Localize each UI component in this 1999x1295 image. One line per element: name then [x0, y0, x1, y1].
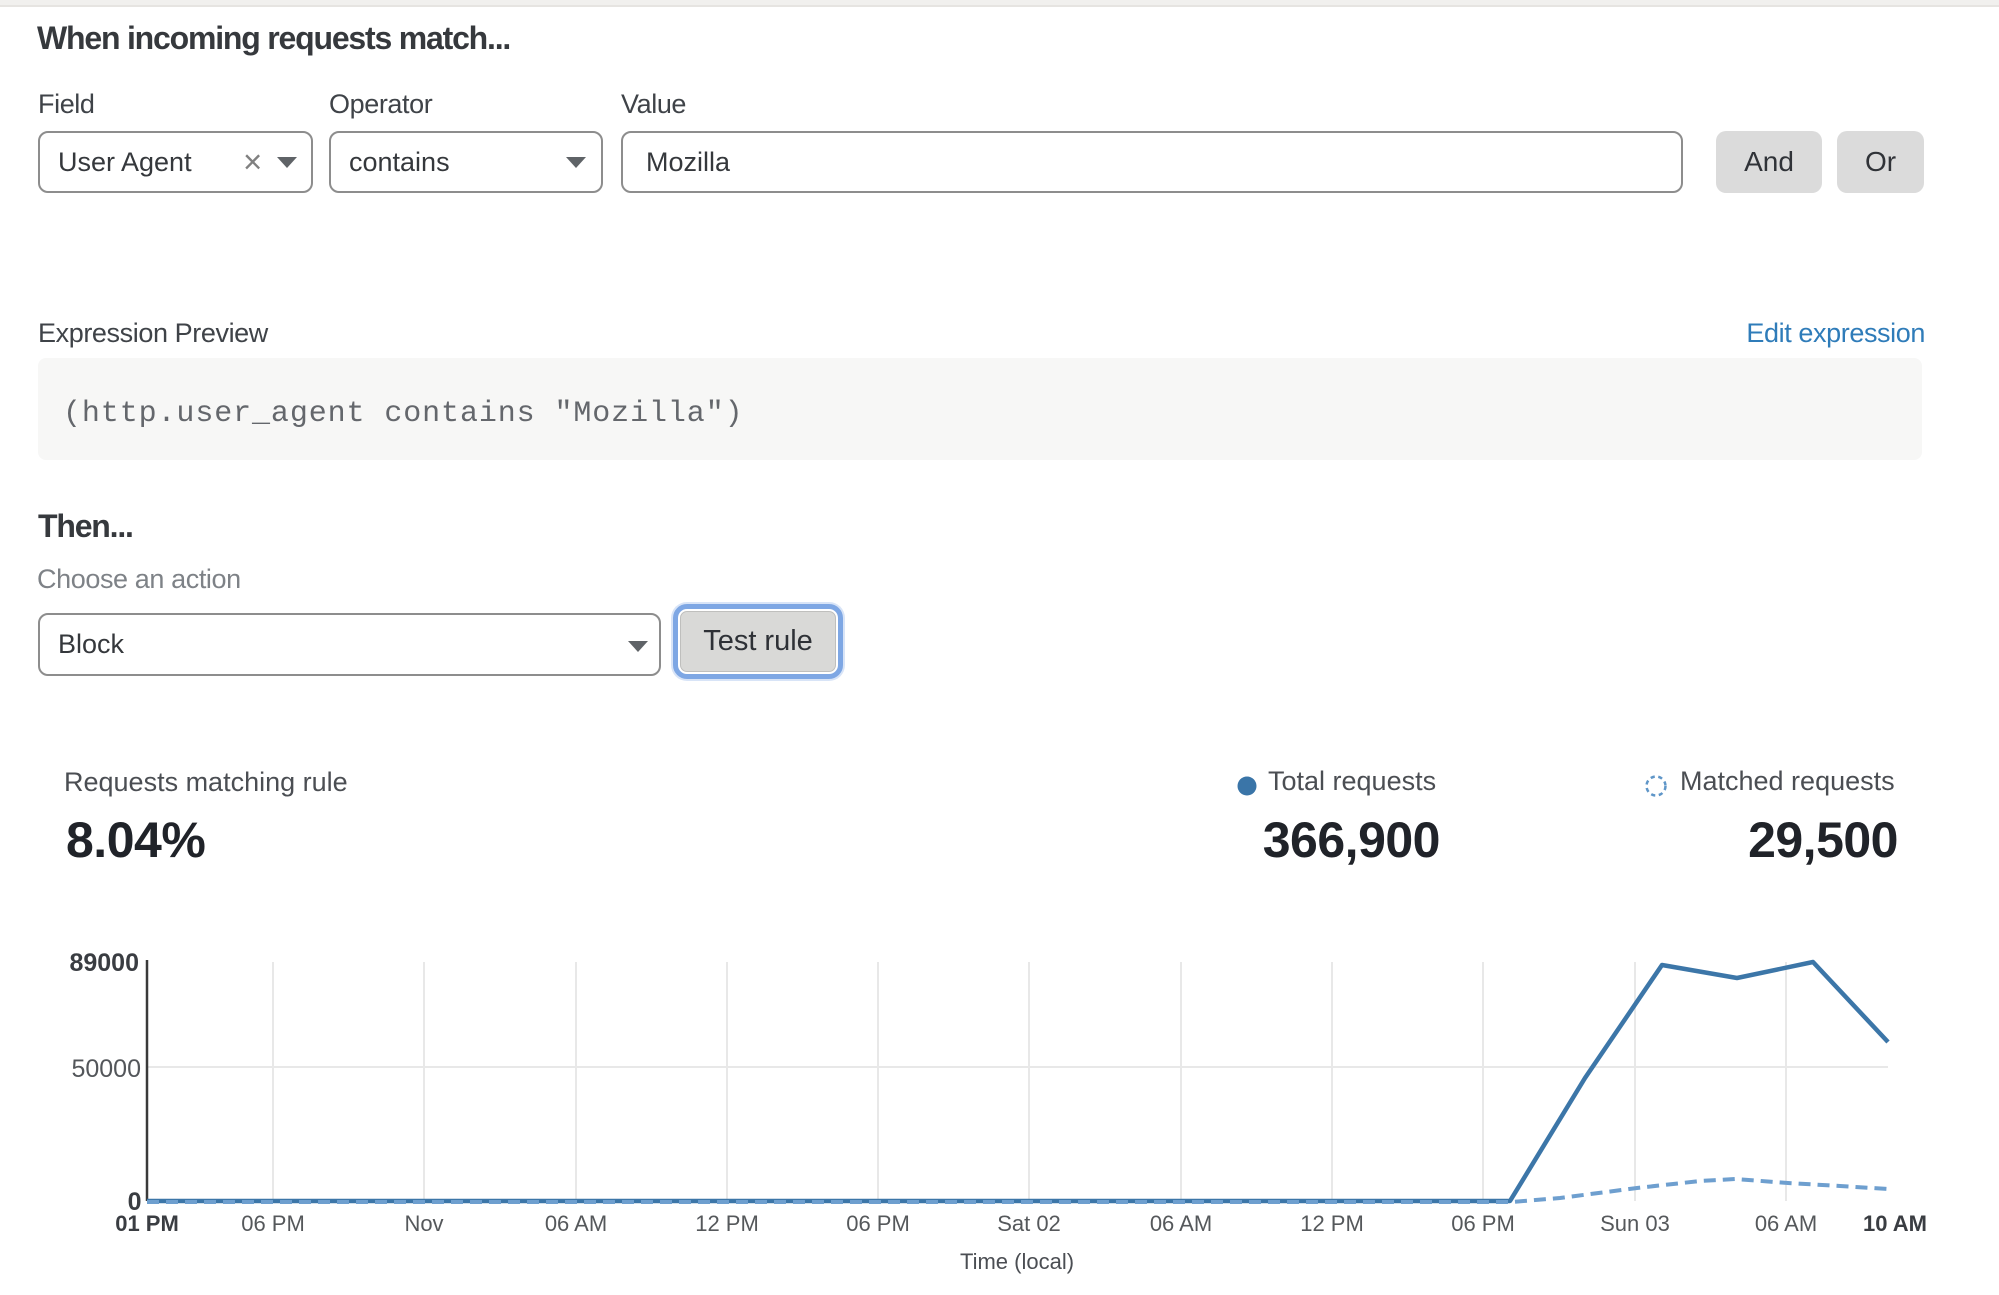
svg-text:12 PM: 12 PM	[1300, 1211, 1364, 1236]
svg-text:06 PM: 06 PM	[846, 1211, 910, 1236]
svg-text:Sun 03: Sun 03	[1600, 1211, 1670, 1236]
svg-text:01 PM: 01 PM	[115, 1211, 179, 1236]
svg-text:10 AM: 10 AM	[1863, 1211, 1927, 1236]
svg-text:Sat 02: Sat 02	[997, 1211, 1061, 1236]
svg-text:06 AM: 06 AM	[1755, 1211, 1817, 1236]
svg-text:Nov: Nov	[404, 1211, 443, 1236]
svg-text:0: 0	[128, 1188, 142, 1216]
svg-text:12 PM: 12 PM	[695, 1211, 759, 1236]
svg-text:06 AM: 06 AM	[1150, 1211, 1212, 1236]
svg-text:Time (local): Time (local)	[960, 1249, 1074, 1274]
svg-text:50000: 50000	[71, 1055, 141, 1083]
svg-text:06 PM: 06 PM	[1451, 1211, 1515, 1236]
svg-text:06 AM: 06 AM	[545, 1211, 607, 1236]
svg-text:89000: 89000	[69, 949, 139, 977]
svg-text:06 PM: 06 PM	[241, 1211, 305, 1236]
